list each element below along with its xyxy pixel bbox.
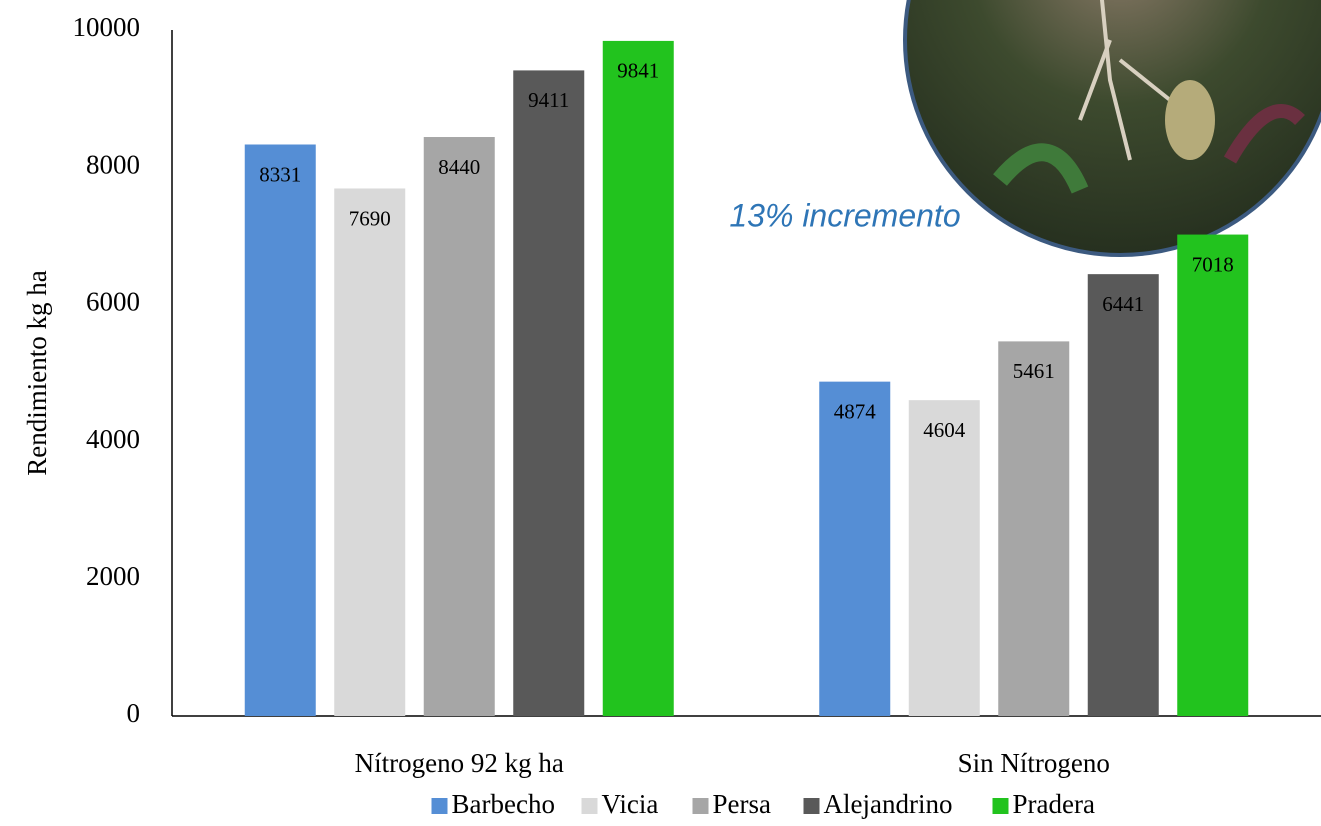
bar (334, 188, 406, 716)
bar (1087, 274, 1159, 716)
bar (1177, 234, 1249, 717)
value-label: 4874 (834, 399, 877, 423)
value-label: 4604 (923, 418, 966, 442)
bar (602, 40, 674, 716)
legend-label: Vicia (602, 789, 659, 819)
value-label: 9841 (617, 59, 659, 83)
legend-swatch (992, 798, 1009, 814)
y-tick-label: 10000 (73, 12, 141, 42)
y-axis-label: Rendimiento kg ha (22, 270, 52, 475)
photo (903, 0, 1321, 257)
value-label: 8440 (438, 155, 480, 179)
bar (998, 341, 1070, 716)
y-tick-label: 0 (127, 698, 141, 728)
legend-label: Alejandrino (824, 789, 953, 819)
legend-swatch (803, 798, 820, 814)
legend-swatch (692, 798, 709, 814)
bar (908, 400, 980, 716)
bar (513, 70, 585, 717)
value-label: 9411 (528, 88, 569, 112)
y-tick-label: 2000 (86, 561, 140, 591)
x-tick-label: Nítrogeno 92 kg ha (355, 748, 564, 778)
value-label: 6441 (1102, 292, 1144, 316)
bar (244, 144, 316, 716)
legend-label: Barbecho (452, 789, 555, 819)
value-label: 8331 (259, 162, 301, 186)
legend-label: Persa (713, 789, 771, 819)
value-label: 7018 (1192, 252, 1234, 276)
x-tick-label: Sin Nítrogeno (958, 748, 1110, 778)
bar (423, 137, 495, 717)
y-tick-label: 4000 (86, 424, 140, 454)
legend-swatch (581, 798, 598, 814)
value-label: 7690 (349, 206, 391, 230)
annotation: 13% incremento (729, 197, 960, 233)
y-tick-label: 6000 (86, 287, 140, 317)
bar (819, 381, 891, 716)
legend-label: Pradera (1013, 789, 1095, 819)
legend-swatch (431, 798, 448, 814)
y-tick-label: 8000 (86, 149, 140, 179)
value-label: 5461 (1013, 359, 1055, 383)
